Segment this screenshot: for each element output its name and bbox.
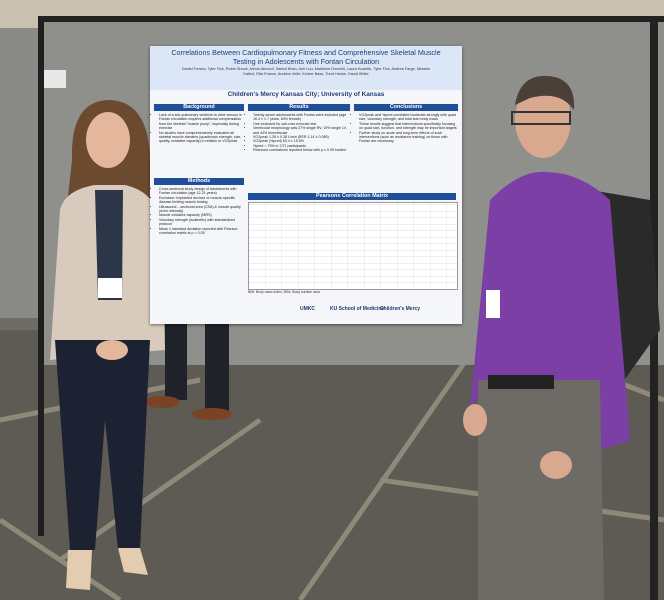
- section-heading: Conclusions: [354, 104, 458, 111]
- bullet: Muscle oxidative capacity (NIRS): [159, 213, 244, 217]
- matrix-heading: Pearsons Correlation Matrix: [248, 193, 456, 200]
- matrix-note: BMI: Body mass index, BSA: Body surface …: [248, 290, 320, 294]
- bullet: One excluded for sub-max exercise test: [253, 122, 350, 126]
- bullet: %pred < 75% in 7/27 participants: [253, 144, 350, 148]
- poster-header: Correlations Between Cardiopulmonary Fit…: [150, 46, 462, 90]
- bullet: Twenty-seven adolescents with Fontan wer…: [253, 113, 350, 122]
- poster-section: Results Twenty-seven adolescents with Fon…: [248, 104, 350, 153]
- frame-top: [40, 16, 664, 22]
- logo: UMKC: [300, 306, 315, 312]
- board-tag: [44, 70, 66, 88]
- bullet: Cross-sectional study design of adolesce…: [159, 187, 244, 196]
- poster-authors: Daniel Forsha, Tyler Fick, Robin Shook, …: [181, 67, 431, 76]
- logo: KU School of Medicine: [330, 306, 385, 312]
- side-board: [0, 28, 40, 318]
- poster-section: Background Lack of a sub-pulmonary ventri…: [154, 104, 244, 144]
- bullet: Mean ± standard deviation reported with …: [159, 227, 244, 236]
- poster-section: Methods Cross-sectional study design of a…: [154, 178, 244, 235]
- bullet: These results suggest that interventions…: [359, 122, 458, 131]
- bullet: Exclusion: Implanted devices or muscle-s…: [159, 196, 244, 205]
- bullet: Ventricular morphology was 37% single RV…: [253, 126, 350, 135]
- bullet-list: VO2peak and %pred correlated moderate-st…: [354, 113, 458, 144]
- bullet-list: Twenty-seven adolescents with Fontan wer…: [248, 113, 350, 153]
- logo: Children's Mercy: [380, 306, 421, 312]
- bullet: VO2peak 1.39 ± 0.38 L/min (RER 1.14 ± 0.…: [253, 135, 350, 139]
- woman: [50, 100, 165, 590]
- section-heading: Results: [248, 104, 350, 111]
- poster-title: Correlations Between Cardiopulmonary Fit…: [171, 48, 441, 66]
- matrix-table: [248, 202, 458, 290]
- bullet-list: Lack of a sub-pulmonary ventricle to dri…: [154, 113, 244, 144]
- bullet: Lack of a sub-pulmonary ventricle to dri…: [159, 113, 244, 131]
- logo-row: UMKC KU School of Medicine Children's Merc…: [300, 302, 460, 320]
- bullet: VO2peak and %pred correlated moderate-st…: [359, 113, 458, 122]
- bullet: Pearsons correlations reported below wit…: [253, 148, 350, 152]
- section-heading: Methods: [154, 178, 244, 185]
- section-heading: Background: [154, 104, 244, 111]
- bullet: Ultrasound – sectional area (CSA) & musc…: [159, 205, 244, 214]
- bullet: Voluntary strength (isokinetic) with sta…: [159, 218, 244, 227]
- shoe: [192, 408, 232, 420]
- shoe: [144, 396, 180, 408]
- bystander-leg: [165, 320, 187, 400]
- poster-affiliation: Children's Mercy Kansas City; University…: [227, 91, 385, 98]
- bystander-leg: [205, 320, 229, 412]
- poster: Correlations Between Cardiopulmonary Fit…: [150, 46, 462, 324]
- bullet: No studies have comprehensively evaluate…: [159, 131, 244, 144]
- frame-pole: [38, 16, 44, 536]
- man: [463, 75, 660, 600]
- bullet: VO2peak (%pred) 63.4 ± 15.5%: [253, 139, 350, 143]
- poster-section: Conclusions VO2peak and %pred correlated …: [354, 104, 458, 144]
- correlation-matrix: Pearsons Correlation Matrix BMI: Body ma…: [248, 193, 458, 298]
- bullet-list: Cross-sectional study design of adolesce…: [154, 187, 244, 235]
- bullet: Further study on acute and long-term eff…: [359, 131, 458, 144]
